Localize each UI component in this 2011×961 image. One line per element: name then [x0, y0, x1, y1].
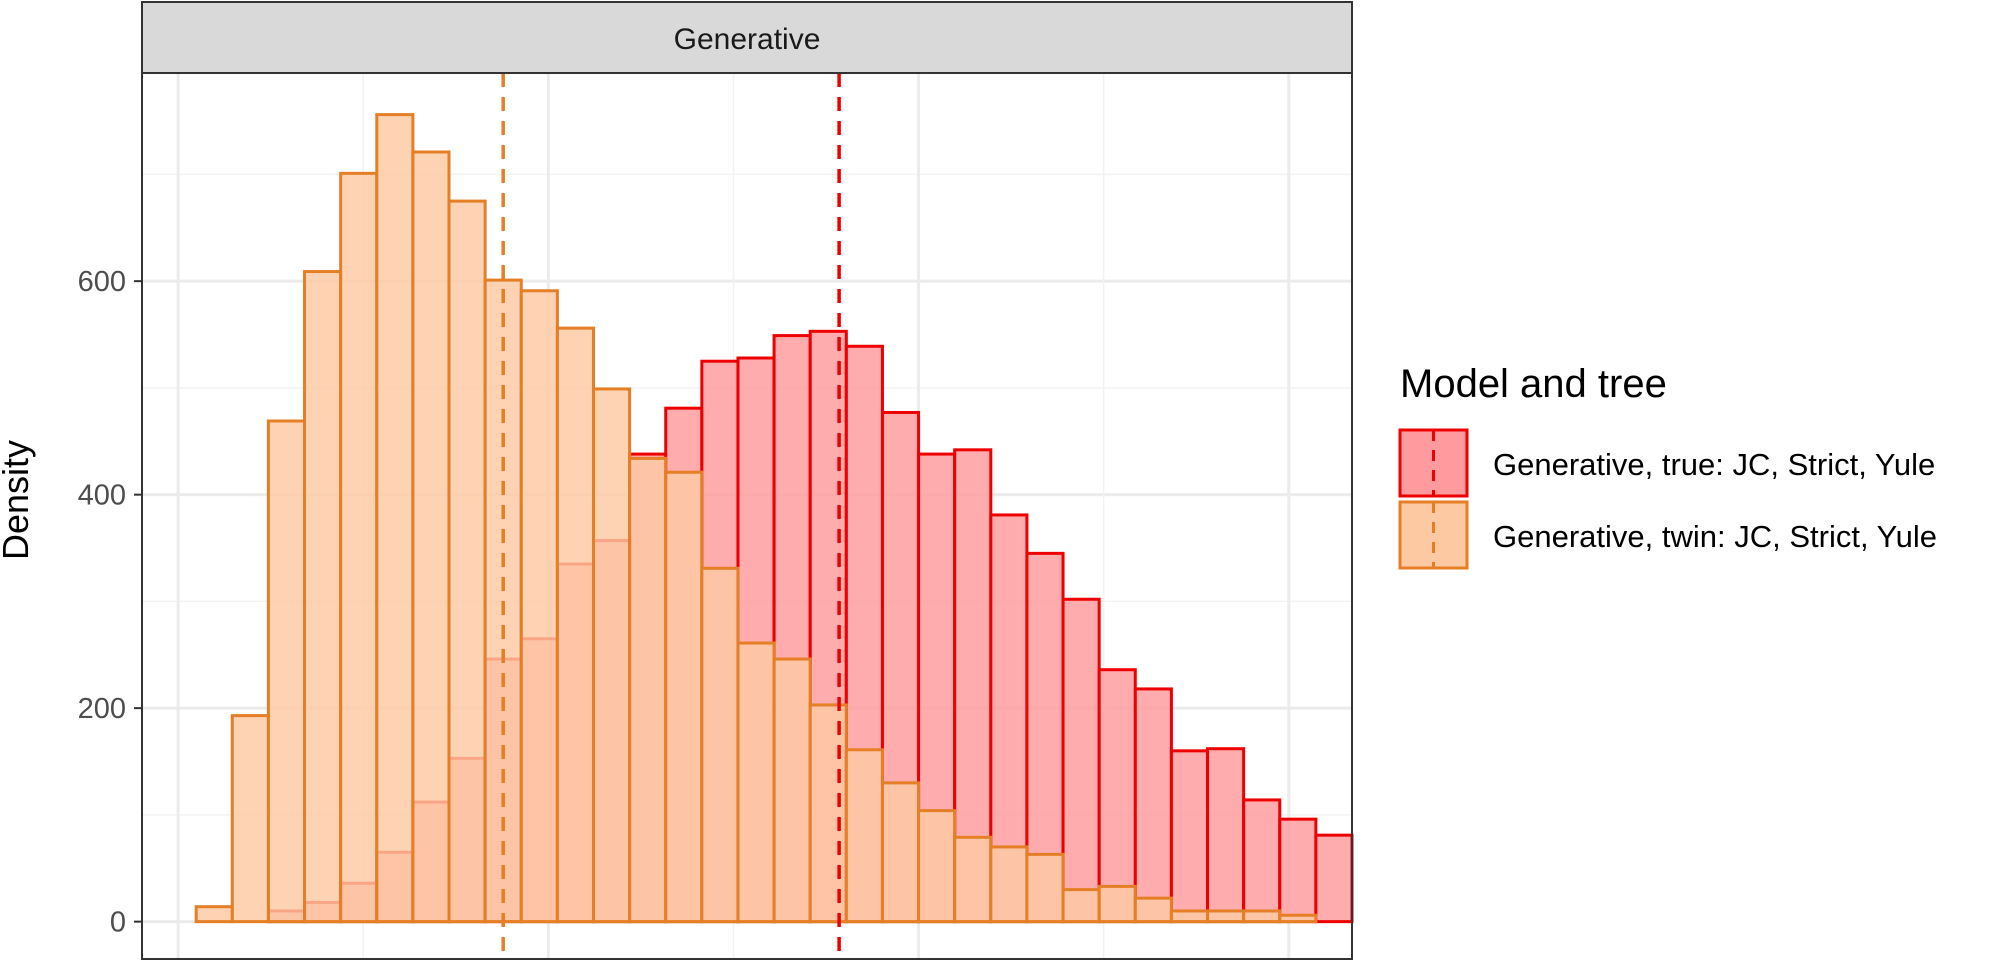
- legend: Model and tree Generative, true: JC, Str…: [1398, 362, 1937, 570]
- bar-twin-9: [519, 289, 559, 924]
- bar-twin-28: [1206, 909, 1246, 924]
- bar-twin-5: [375, 113, 415, 924]
- bar-twin-24: [1061, 888, 1101, 924]
- bar-twin-20: [917, 809, 957, 924]
- bar-true-30: [1278, 817, 1318, 924]
- y-tick-label: 600: [78, 266, 126, 298]
- bar-true-31: [1314, 833, 1354, 924]
- y-tick-label: 200: [78, 693, 126, 725]
- bar-true-26: [1133, 687, 1173, 924]
- facet-title: Generative: [674, 23, 821, 56]
- y-axis: 0 200 400 600: [78, 266, 142, 939]
- bar-true-25: [1097, 668, 1137, 924]
- bar-twin-25: [1097, 884, 1137, 924]
- bar-twin-15: [736, 641, 776, 924]
- bar-twin-0: [194, 905, 234, 924]
- bar-twin-13: [664, 470, 704, 924]
- y-tick-label: 400: [78, 480, 126, 512]
- facet-strip: Generative: [141, 1, 1353, 74]
- bar-twin-2: [266, 419, 307, 924]
- bar-twin-10: [555, 326, 595, 924]
- mean-lines: [501, 73, 841, 959]
- bar-true-24: [1061, 597, 1101, 924]
- bar-twin-6: [411, 150, 451, 924]
- bar-twin-14: [700, 566, 740, 924]
- bar-twin-21: [953, 835, 993, 924]
- bar-twin-27: [1169, 909, 1210, 924]
- bar-twin-7: [447, 199, 487, 924]
- bar-twin-4: [339, 171, 379, 924]
- bar-twin-3: [303, 270, 343, 924]
- plot-panel-border: [141, 72, 1353, 960]
- bar-twin-22: [989, 845, 1029, 924]
- legend-label-true: Generative, true: JC, Strict, Yule: [1493, 447, 1935, 482]
- bar-twin-16: [772, 657, 812, 924]
- legend-item-twin: Generative, twin: JC, Strict, Yule: [1398, 500, 1937, 570]
- legend-title: Model and tree: [1400, 362, 1667, 406]
- bar-twin-1: [230, 714, 270, 924]
- y-tick-label: 0: [110, 907, 126, 939]
- bar-twin-11: [591, 387, 632, 924]
- series-twin-bars: [194, 113, 1318, 924]
- legend-label-twin: Generative, twin: JC, Strict, Yule: [1493, 519, 1937, 554]
- y-axis-title: Density: [0, 440, 36, 560]
- bar-twin-17: [808, 703, 848, 924]
- bar-twin-29: [1242, 909, 1282, 924]
- bar-twin-18: [844, 748, 884, 924]
- bar-true-27: [1169, 749, 1210, 924]
- bar-twin-12: [628, 456, 668, 924]
- bar-twin-23: [1025, 852, 1065, 924]
- bar-twin-30: [1278, 913, 1318, 924]
- legend-item-true: Generative, true: JC, Strict, Yule: [1398, 428, 1935, 498]
- bar-twin-19: [880, 781, 921, 924]
- facet-strip-background: [141, 1, 1353, 74]
- bar-true-29: [1242, 798, 1282, 924]
- bar-twin-26: [1133, 896, 1173, 924]
- bar-true-28: [1206, 747, 1246, 924]
